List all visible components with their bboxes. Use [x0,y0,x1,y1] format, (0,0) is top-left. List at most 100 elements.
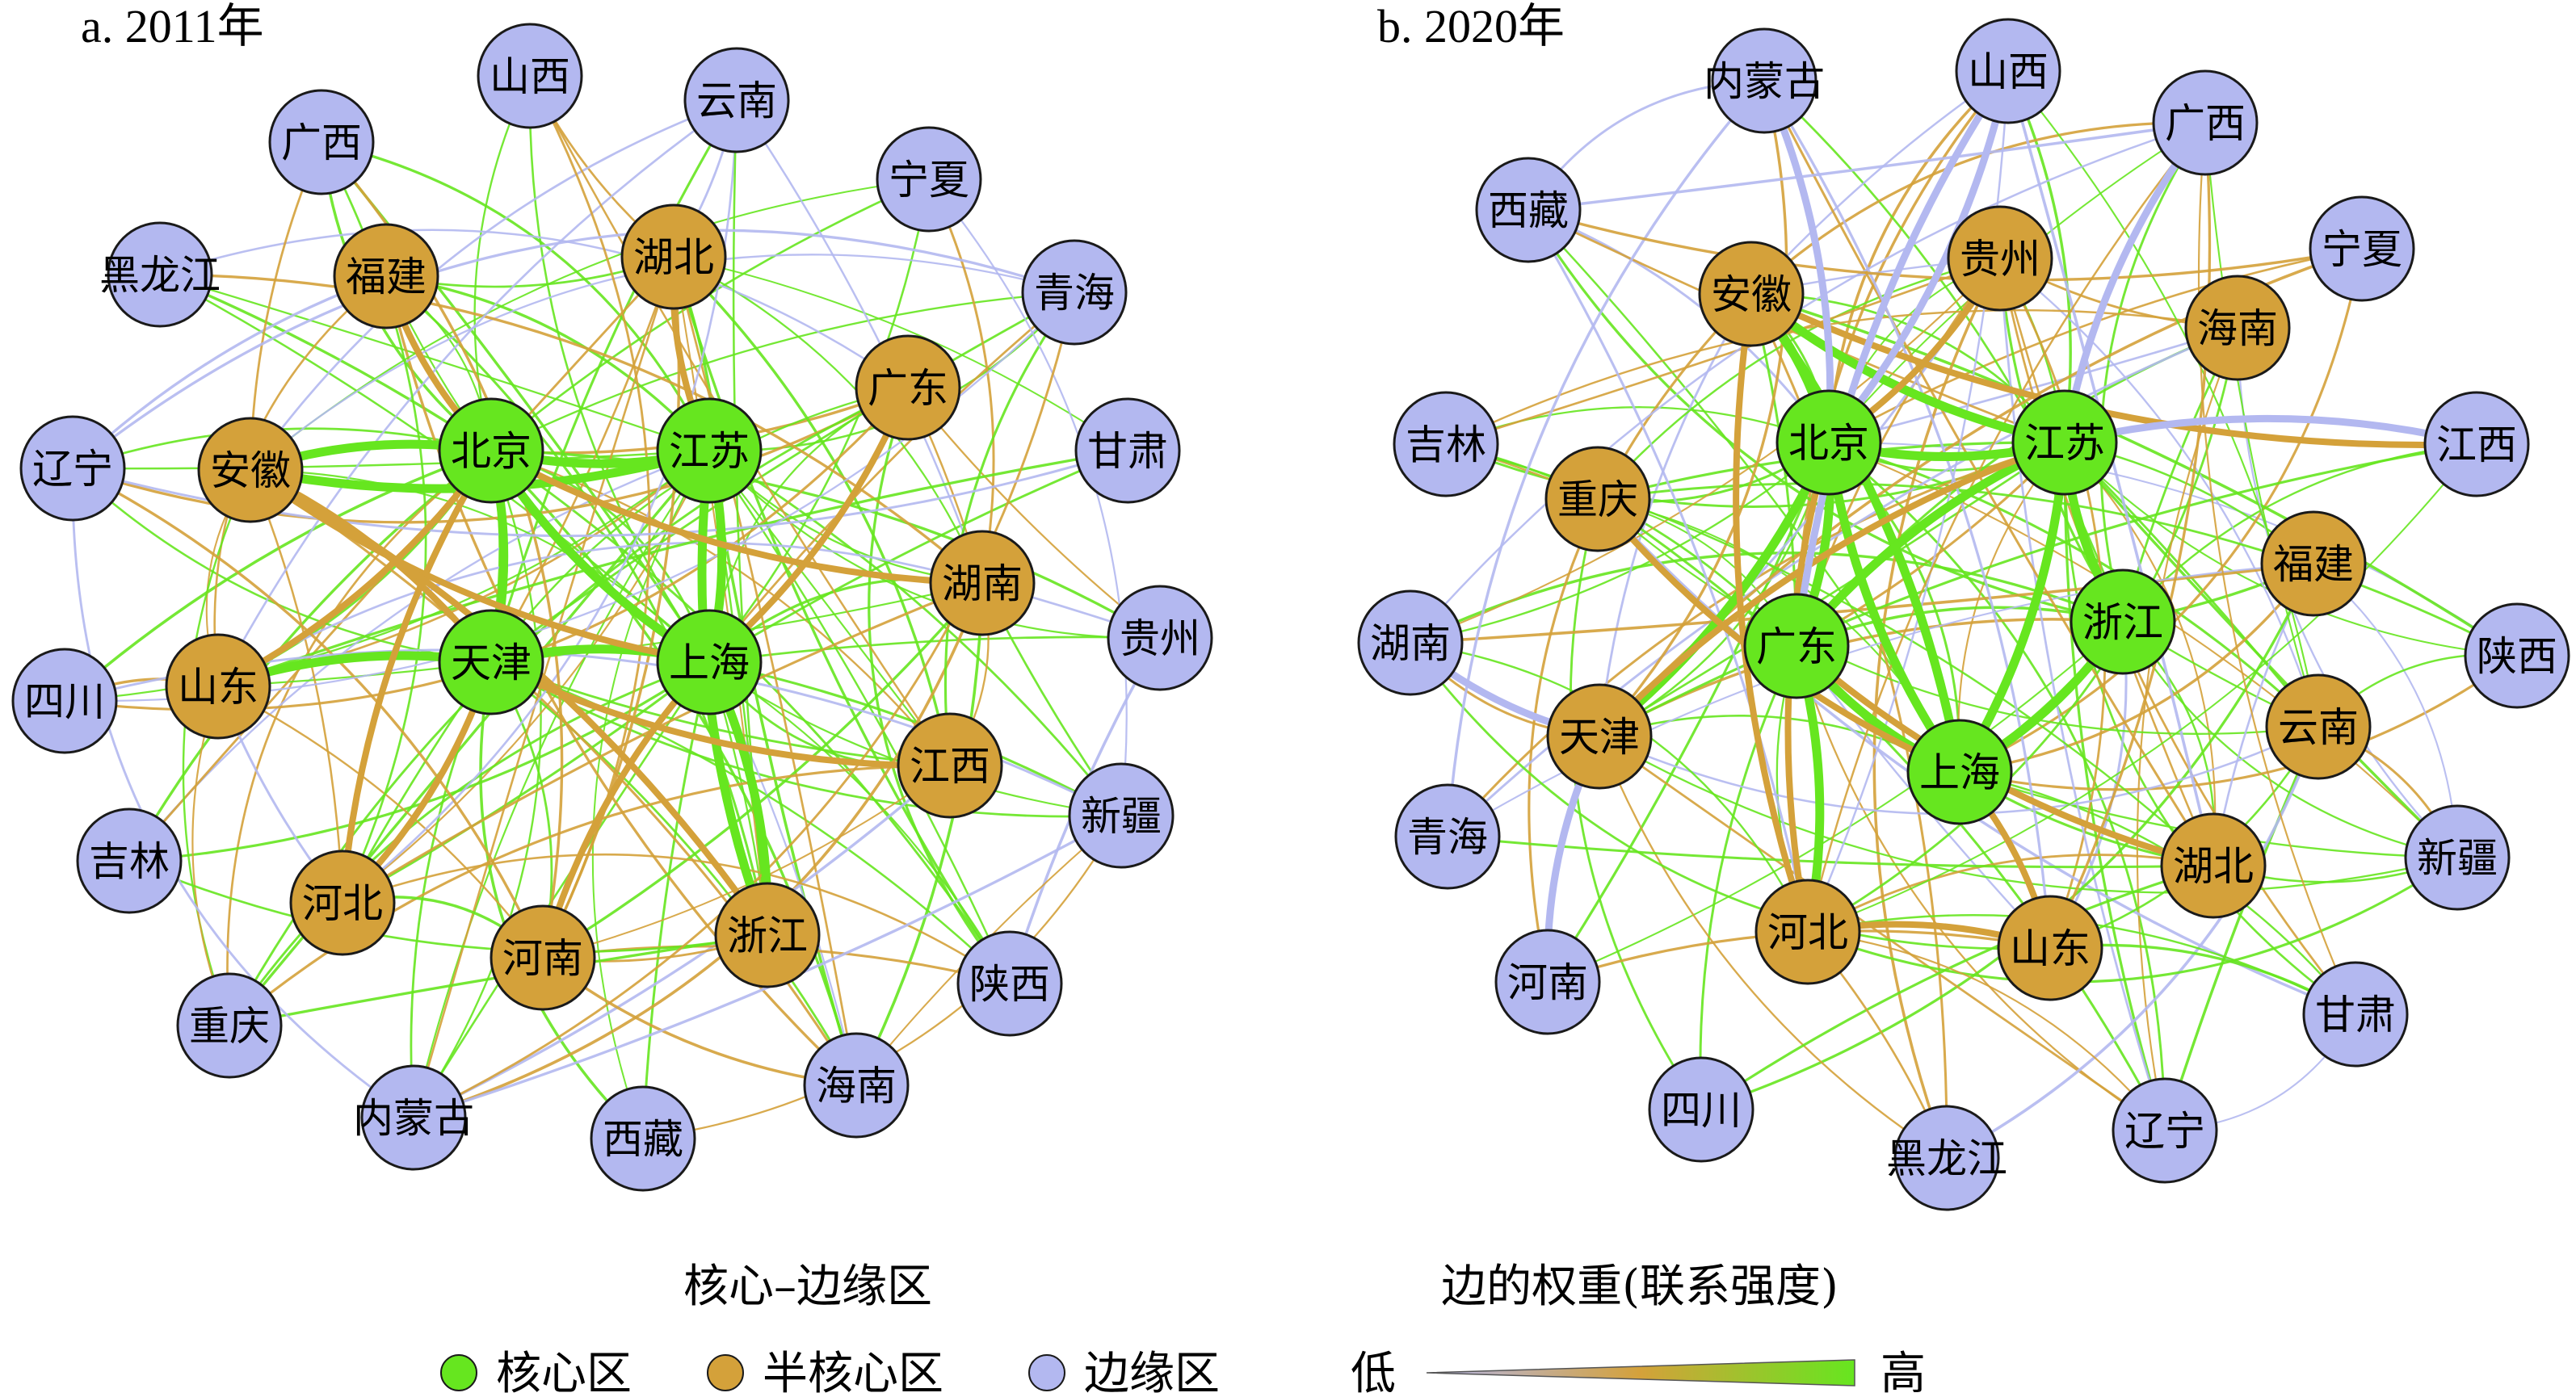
legend: 核心–边缘区 核心区 半核心区 边缘区 边的权重(联系强度) 低 高 [440,1261,1926,1397]
legend-weight-high: 高 [1881,1348,1926,1397]
node-shandong: 山东 [165,633,271,740]
node-shaanxi: 陕西 [956,930,1063,1037]
node-circle [1997,895,2103,1001]
node-henan: 河南 [1494,929,1601,1035]
edge [708,291,1075,663]
edge [412,661,711,1118]
node-label: 新疆 [2417,835,2498,882]
node-hunan: 湖南 [929,530,1036,636]
node-label: 重庆 [189,1003,270,1050]
node-label: 江西 [910,743,990,790]
node-jilin: 吉林 [76,808,183,914]
node-label: 内蒙古 [353,1095,474,1142]
node-label: 辽宁 [32,446,113,493]
legend-core-label: 核心区 [496,1348,632,1397]
node-label: 宁夏 [889,157,969,203]
node-shanghai: 上海 [1906,719,2013,825]
node-label: 重庆 [1557,476,1638,523]
node-circle [165,633,271,740]
edge [642,815,1122,1140]
node-fujian: 福建 [2260,510,2367,617]
node-label: 四川 [24,678,105,725]
edge [1528,208,2363,282]
edge [228,764,951,1027]
node-circle [1906,719,2013,825]
edge [217,685,544,959]
node-label: 上海 [1919,749,2000,796]
node-shaanxi: 陕西 [2464,602,2570,709]
edge [1546,442,1830,983]
edge [342,661,710,904]
node-label: 安徽 [210,447,291,494]
edge [672,256,1011,984]
node-circle [268,89,375,195]
node-zhejiang: 浙江 [2070,568,2176,675]
edge [413,450,542,1118]
edge [1528,208,1830,443]
node-label: 福建 [346,254,427,300]
node-label: 贵州 [1120,615,1200,662]
node-label: 新疆 [1081,793,1162,840]
edge [342,853,1011,985]
node-heilongjiang: 黑龙江 [1886,1105,2007,1211]
node-guangxi: 广西 [268,89,375,195]
edge [71,229,1075,470]
node-circle [107,221,213,328]
edge [735,99,984,584]
node-circle [656,609,763,715]
node-guangdong: 广东 [855,334,961,441]
node-label: 天津 [1559,714,1640,761]
edge [1763,80,2124,623]
edge [2204,122,2320,728]
node-label: 西藏 [1488,187,1569,234]
node-jiangsu: 江苏 [656,397,763,504]
edge [2136,327,2239,1131]
node-circle [2423,391,2530,497]
edge [1410,562,2314,644]
node-label: 青海 [1407,814,1488,861]
legend-semi-label: 半核心区 [763,1348,943,1397]
edge [1807,327,2239,933]
edge [1828,326,2238,444]
edge [1750,121,2206,296]
edge [479,661,645,1140]
edge [413,764,952,1119]
node-circle [1475,157,1582,263]
node-xinjiang: 新疆 [1068,762,1175,869]
edge [1445,257,2001,446]
node-neimenggu: 内蒙古 [1704,27,1825,134]
node-label: 甘肃 [1087,428,1168,475]
node-circle [590,1085,696,1192]
edge [672,255,952,766]
node-neimenggu: 内蒙古 [353,1064,474,1171]
node-label: 江西 [2436,422,2517,468]
legend-weight-title: 边的权重(联系强度) [1441,1261,1838,1313]
node-label: 上海 [669,640,750,686]
node-circle [176,972,283,1079]
node-label: 河北 [1767,909,1848,956]
edge [2063,442,2356,1016]
node-circle [2160,812,2267,919]
legend-region-items: 核心区 半核心区 边缘区 [440,1348,1220,1397]
node-gansu: 甘肃 [2302,961,2409,1068]
node-label: 广东 [868,365,948,412]
edge [1959,654,2518,791]
node-label: 广西 [2165,100,2246,147]
node-chongqing: 重庆 [1544,446,1651,552]
node-label: 陕西 [2477,633,2557,680]
node-shanxi: 山西 [477,23,583,129]
edge [1597,498,2319,735]
node-ningxia: 宁夏 [876,126,982,233]
node-guizhou: 贵州 [1107,585,1213,691]
node-circle [477,23,583,129]
node-circle [803,1032,910,1139]
legend-semi-swatch [707,1354,744,1391]
node-circle [2309,195,2415,302]
edge [159,229,909,389]
node-shandong: 山东 [1997,895,2103,1001]
node-yunnan: 云南 [683,47,790,153]
edge [1807,443,2477,933]
legend-weight-low: 低 [1351,1348,1396,1397]
edge [2063,441,2459,859]
